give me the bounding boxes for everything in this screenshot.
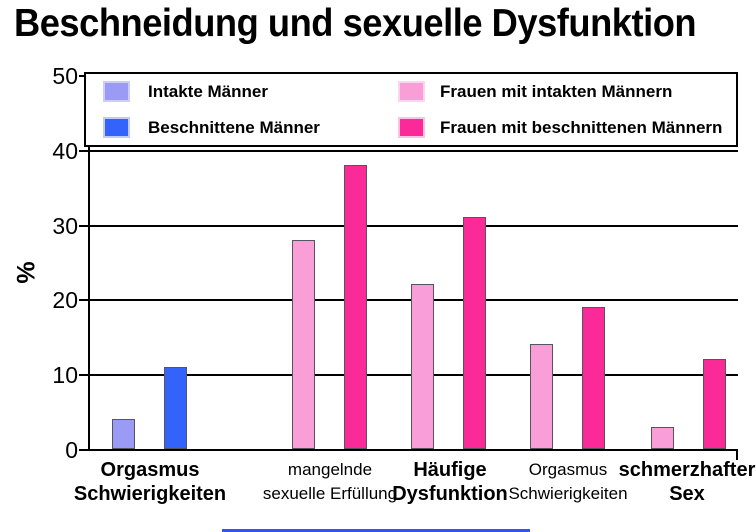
x-axis-end-tick: [736, 449, 738, 460]
y-tick-0: [79, 449, 88, 451]
bar-group2-2: [344, 165, 367, 449]
y-tick-label-50: 50: [52, 63, 78, 89]
gridline-40: [88, 150, 738, 152]
x-category-label-4: Orgasmus Schwierigkeiten: [508, 460, 628, 503]
bar-group3-2: [463, 217, 486, 449]
x-category-label-2: mangelnde sexuelle Erfüllung: [262, 460, 398, 503]
legend-swatch-4: [398, 117, 425, 138]
bottom-blue-line: [222, 529, 530, 532]
bar-group4-2: [582, 307, 605, 449]
legend-swatch-3: [398, 81, 425, 102]
bar-group1-1: [112, 419, 135, 449]
x-category-label-3: Häufige Dysfunktion: [392, 459, 508, 505]
y-tick-label-20: 20: [52, 287, 78, 313]
bar-group2-1: [292, 240, 315, 449]
y-tick-label-0: 0: [65, 437, 78, 463]
y-tick-50: [79, 75, 88, 77]
y-tick-label-30: 30: [52, 213, 78, 239]
x-category-label-1: Orgasmus Schwierigkeiten: [73, 459, 227, 505]
x-axis-line: [88, 449, 738, 451]
legend-label-3: Frauen mit intakten Männern: [440, 82, 673, 101]
y-tick-40: [79, 150, 88, 152]
legend-swatch-1: [103, 81, 130, 102]
gridline-30: [88, 225, 738, 227]
y-axis-line: [88, 73, 90, 451]
x-category-label-5: schmerzhafter Sex: [618, 459, 756, 505]
bar-group5-2: [703, 359, 726, 449]
legend-swatch-2: [103, 117, 130, 138]
bar-group4-1: [530, 344, 553, 449]
legend-label-2: Beschnittene Männer: [148, 118, 320, 137]
bar-group5-1: [651, 427, 674, 449]
y-axis-label: %: [12, 261, 41, 284]
chart-title: Beschneidung und sexuelle Dysfunktion: [14, 2, 697, 45]
legend-label-1: Intakte Männer: [148, 82, 268, 101]
y-tick-label-40: 40: [52, 138, 78, 164]
bar-group3-1: [411, 284, 434, 449]
y-tick-label-10: 10: [52, 362, 78, 388]
legend-label-4: Frauen mit beschnittenen Männern: [440, 118, 723, 137]
y-tick-10: [79, 374, 88, 376]
y-tick-30: [79, 225, 88, 227]
y-tick-20: [79, 299, 88, 301]
bar-group1-2: [164, 367, 187, 449]
